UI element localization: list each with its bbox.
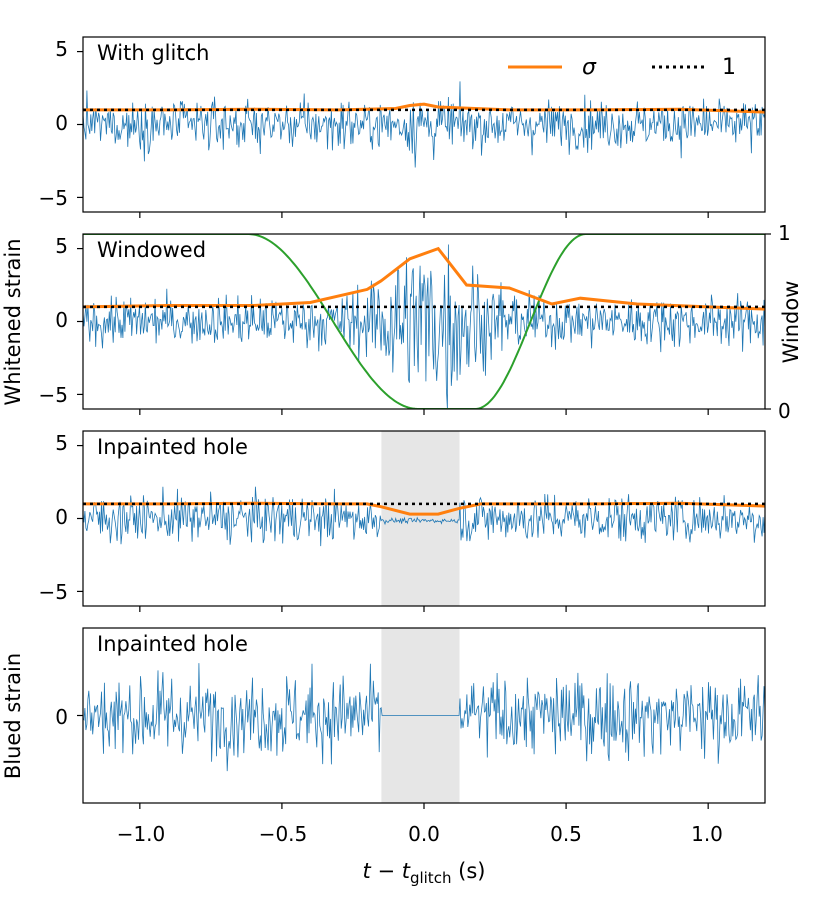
ytick-label: −5	[39, 580, 68, 604]
sigma-line	[83, 246, 765, 311]
legend-one-label: 1	[722, 55, 736, 80]
panel-label-glitch: With glitch	[97, 41, 209, 65]
ytick-label: 0	[55, 111, 68, 135]
y-axis-label-window: Window	[779, 281, 803, 364]
panel-label-blued: Inpainted hole	[97, 632, 248, 656]
panel-4-plot-area	[83, 628, 765, 803]
xtick-label: 1.0	[691, 822, 723, 846]
ytick-label: 5	[55, 37, 68, 61]
strain-trace	[83, 663, 765, 772]
ytick-label: −5	[39, 186, 68, 210]
ytick-label: 5	[55, 234, 68, 258]
xtick-label: −1.0	[117, 822, 166, 846]
panel-1-plot-area	[83, 81, 765, 168]
ytick-label: 0	[55, 505, 68, 529]
window-tick-label: 1	[778, 221, 791, 245]
y-axis-label-blued: Blued strain	[1, 653, 25, 779]
y-axis-label-whitened: Whitened strain	[1, 238, 25, 405]
panel-3-plot-area	[83, 431, 765, 606]
hole-shading	[381, 431, 460, 606]
legend-sigma-label: σ	[582, 55, 597, 80]
window-tick-label: 0	[778, 399, 791, 423]
strain-trace	[83, 486, 765, 547]
ytick-label: 5	[55, 431, 68, 455]
x-axis-label: t − tglitch (s)	[363, 859, 486, 887]
xtick-label: 0.0	[408, 822, 440, 846]
panel-label-inpainted: Inpainted hole	[97, 435, 248, 459]
ytick-label: −5	[39, 383, 68, 407]
legend: σ 1	[508, 55, 736, 80]
panel-2-plot-area	[83, 234, 765, 409]
xtick-label: −0.5	[259, 822, 308, 846]
strain-trace	[83, 244, 765, 409]
panel-label-windowed: Windowed	[97, 238, 206, 262]
plot-layer	[77, 36, 771, 809]
strain-trace	[83, 81, 765, 168]
ytick-label: 0	[55, 705, 68, 729]
xtick-label: 0.5	[550, 822, 582, 846]
ytick-label: 0	[55, 308, 68, 332]
